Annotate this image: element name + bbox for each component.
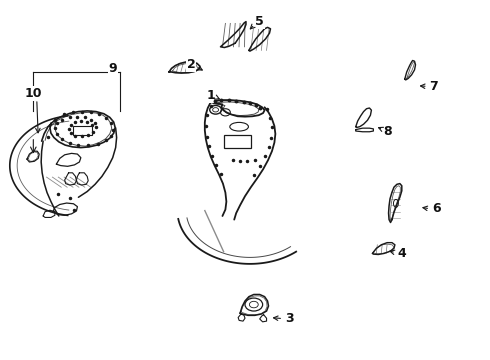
Text: 1: 1	[206, 89, 215, 102]
Text: 4: 4	[397, 247, 406, 260]
Bar	[224, 135, 251, 148]
Text: 3: 3	[285, 312, 294, 325]
Text: 8: 8	[383, 125, 392, 138]
Text: 9: 9	[108, 62, 117, 75]
Text: 5: 5	[255, 15, 264, 28]
Text: 6: 6	[432, 202, 441, 215]
Text: 2: 2	[187, 58, 196, 71]
Bar	[73, 126, 92, 135]
Text: 7: 7	[429, 80, 438, 93]
Text: 10: 10	[24, 87, 42, 100]
